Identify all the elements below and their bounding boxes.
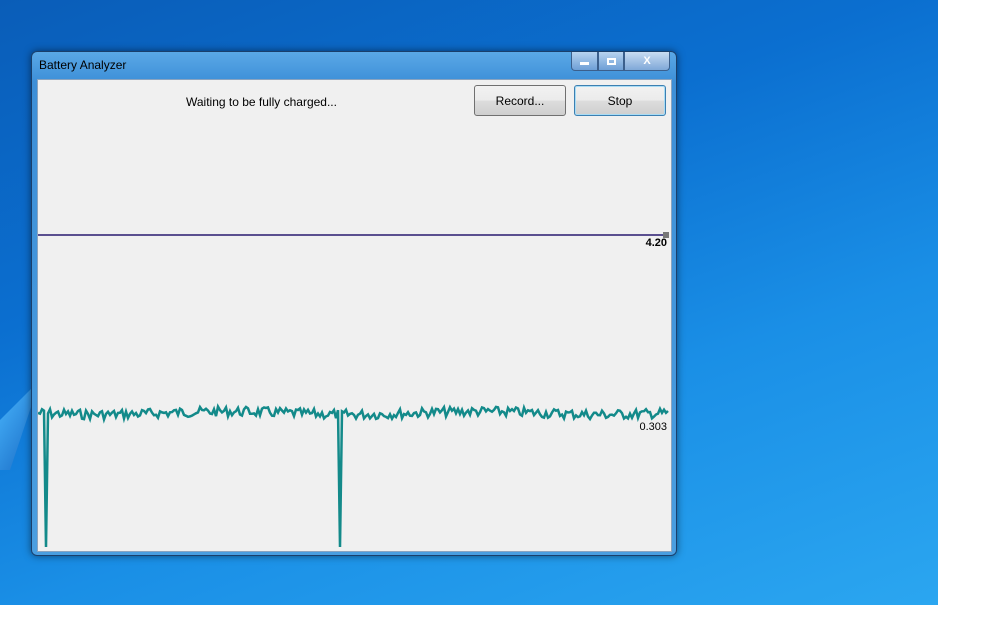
minimize-icon: [580, 62, 589, 65]
voltage-latest-point: [663, 232, 669, 238]
status-text: Waiting to be fully charged...: [186, 95, 337, 109]
record-button[interactable]: Record...: [474, 85, 566, 116]
close-button[interactable]: X: [624, 52, 670, 71]
current-series-line: [38, 403, 669, 548]
client-area: Waiting to be fully charged... Record...…: [37, 79, 672, 552]
battery-analyzer-window: Battery Analyzer X Waiting to be fully c…: [31, 51, 677, 556]
close-icon: X: [643, 55, 651, 67]
stop-button[interactable]: Stop: [574, 85, 666, 116]
maximize-icon: [606, 57, 616, 65]
maximize-button[interactable]: [598, 52, 624, 71]
battery-chart: [38, 232, 669, 548]
window-title: Battery Analyzer: [39, 58, 127, 72]
voltage-value-label: 4.20: [645, 237, 667, 249]
minimize-button[interactable]: [571, 52, 598, 71]
current-value-label: 0.303: [639, 421, 667, 433]
